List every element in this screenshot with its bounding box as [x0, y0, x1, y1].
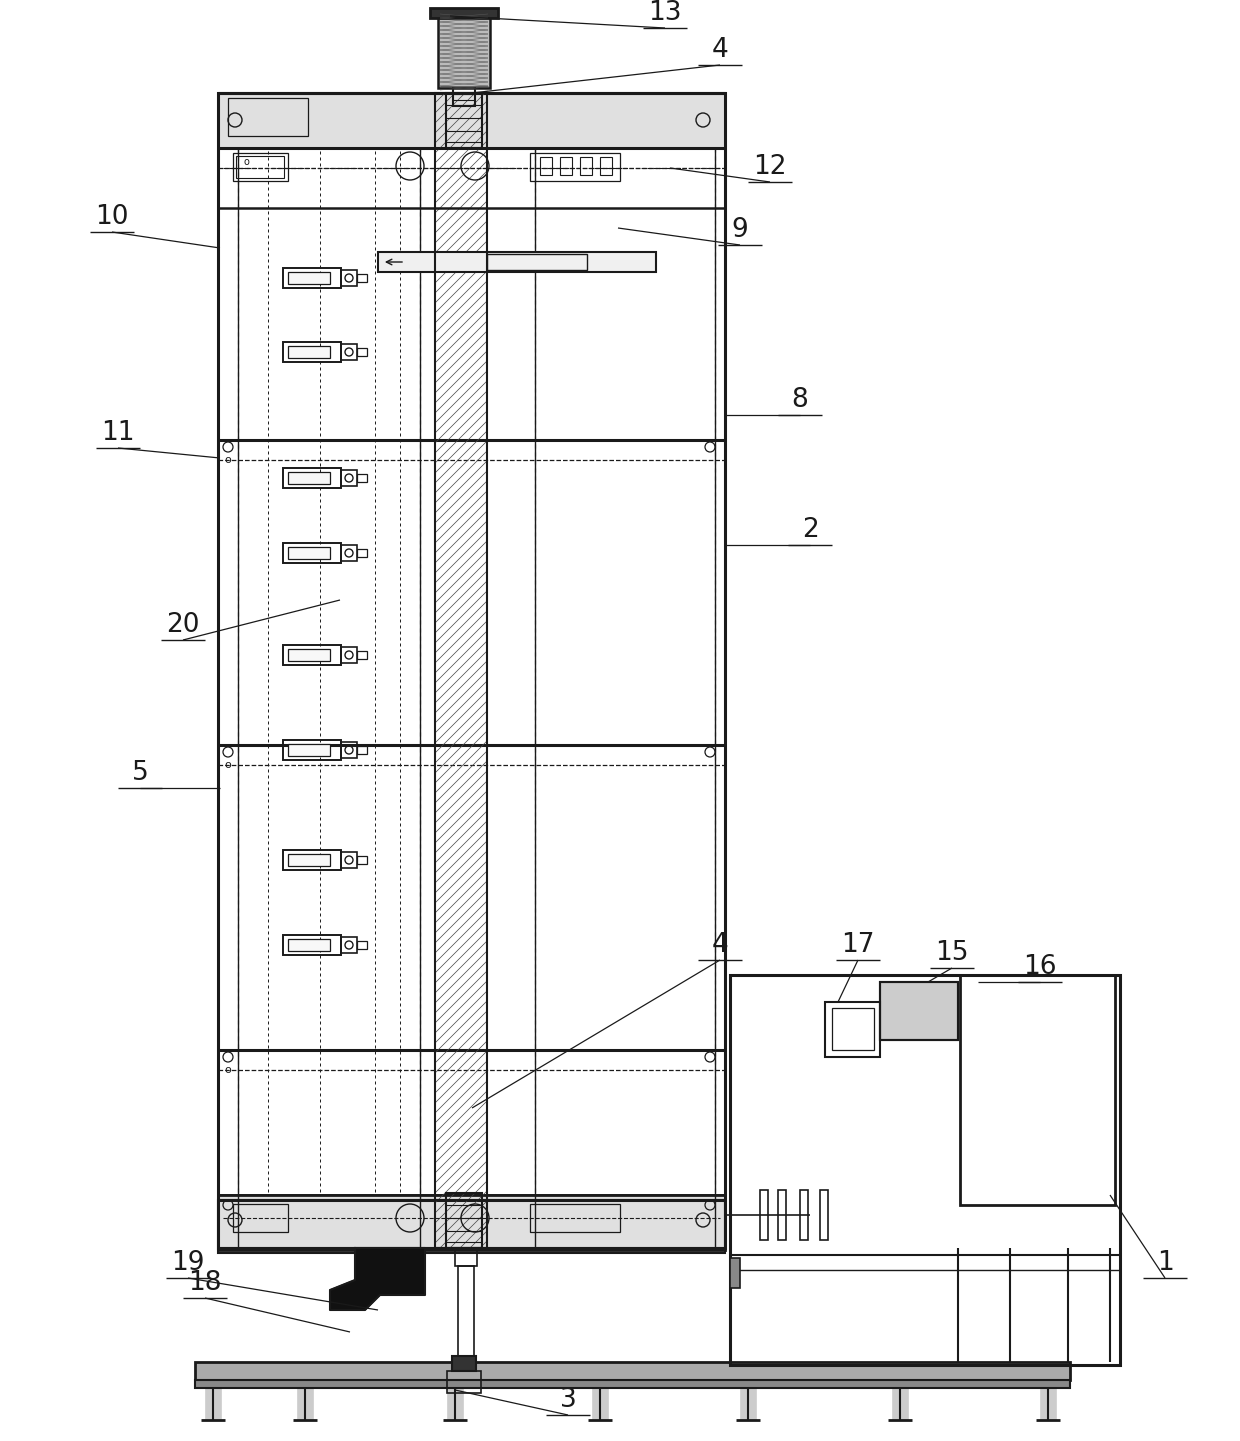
Bar	[730, 1258, 740, 1288]
Bar	[453, 88, 475, 107]
Text: 8: 8	[791, 388, 808, 414]
Bar	[288, 940, 330, 951]
Bar	[378, 252, 656, 272]
Bar	[218, 1200, 725, 1254]
Bar	[236, 156, 284, 179]
Bar	[600, 157, 613, 174]
Text: 10: 10	[95, 205, 129, 231]
Bar	[534, 148, 715, 1248]
Bar	[341, 470, 357, 486]
Bar	[233, 153, 288, 182]
Text: o: o	[224, 1065, 232, 1075]
Bar	[357, 746, 367, 754]
Bar	[288, 744, 330, 757]
Bar	[529, 1205, 620, 1232]
Bar	[580, 157, 591, 174]
Bar	[458, 1267, 474, 1356]
Bar	[820, 1190, 828, 1241]
Bar	[800, 1190, 808, 1241]
Bar	[341, 545, 357, 561]
Bar	[430, 9, 498, 17]
Text: 11: 11	[102, 419, 135, 447]
Text: 15: 15	[935, 940, 968, 965]
Bar	[760, 1190, 768, 1241]
Bar	[487, 254, 587, 269]
Bar	[341, 269, 357, 285]
Text: 12: 12	[753, 154, 786, 180]
Bar	[453, 1356, 476, 1370]
Bar	[283, 850, 341, 870]
Bar	[195, 1380, 1070, 1388]
Text: 9: 9	[732, 218, 749, 244]
Bar	[218, 148, 725, 208]
Bar	[283, 543, 341, 563]
Bar	[288, 346, 330, 357]
Bar	[357, 856, 367, 865]
Text: 13: 13	[649, 0, 682, 26]
Text: 5: 5	[131, 759, 149, 785]
Bar	[195, 1362, 1070, 1380]
Bar	[357, 941, 367, 950]
Text: 4: 4	[712, 37, 728, 63]
Text: 4: 4	[712, 932, 728, 958]
Bar	[288, 855, 330, 866]
Bar	[288, 473, 330, 484]
Bar	[446, 1193, 482, 1248]
Bar	[283, 342, 341, 362]
Bar	[238, 148, 420, 1248]
Bar	[446, 94, 482, 148]
Bar	[960, 976, 1115, 1205]
Bar	[357, 474, 367, 481]
Bar	[288, 548, 330, 559]
Bar	[341, 344, 357, 360]
Bar	[341, 647, 357, 663]
Text: 1: 1	[1157, 1249, 1173, 1275]
Bar	[288, 648, 330, 661]
Bar	[435, 94, 487, 1248]
Text: 16: 16	[1023, 954, 1056, 980]
Bar	[529, 153, 620, 182]
Bar	[283, 268, 341, 288]
Bar	[283, 468, 341, 488]
Bar	[357, 347, 367, 356]
Text: 17: 17	[841, 932, 874, 958]
Bar	[777, 1190, 786, 1241]
Bar	[357, 549, 367, 558]
Bar	[218, 1195, 725, 1249]
Bar	[218, 94, 725, 1248]
Text: o: o	[224, 759, 232, 769]
Bar	[283, 646, 341, 664]
Bar	[341, 937, 357, 953]
Bar	[228, 98, 308, 135]
Bar	[539, 157, 552, 174]
Text: 18: 18	[188, 1270, 222, 1295]
Bar	[832, 1009, 874, 1050]
Text: o: o	[224, 455, 232, 465]
Bar	[341, 742, 357, 758]
Bar	[560, 157, 572, 174]
Bar	[341, 852, 357, 867]
Bar	[218, 94, 725, 148]
Bar	[730, 976, 1120, 1365]
Polygon shape	[330, 1248, 425, 1310]
Bar	[283, 741, 341, 759]
Text: 3: 3	[559, 1388, 577, 1414]
Text: 19: 19	[171, 1249, 205, 1275]
Bar	[446, 1370, 481, 1393]
Text: 2: 2	[801, 517, 818, 543]
Bar	[455, 1248, 477, 1267]
Bar	[233, 1205, 288, 1232]
Bar	[880, 981, 959, 1040]
Text: 20: 20	[166, 612, 200, 638]
Text: o: o	[243, 157, 249, 167]
Bar	[283, 935, 341, 955]
Bar	[880, 981, 959, 1040]
Bar	[288, 272, 330, 284]
Bar	[218, 1195, 725, 1248]
Bar	[357, 651, 367, 659]
Bar	[438, 12, 490, 88]
Bar	[357, 274, 367, 282]
Bar	[825, 1001, 880, 1058]
